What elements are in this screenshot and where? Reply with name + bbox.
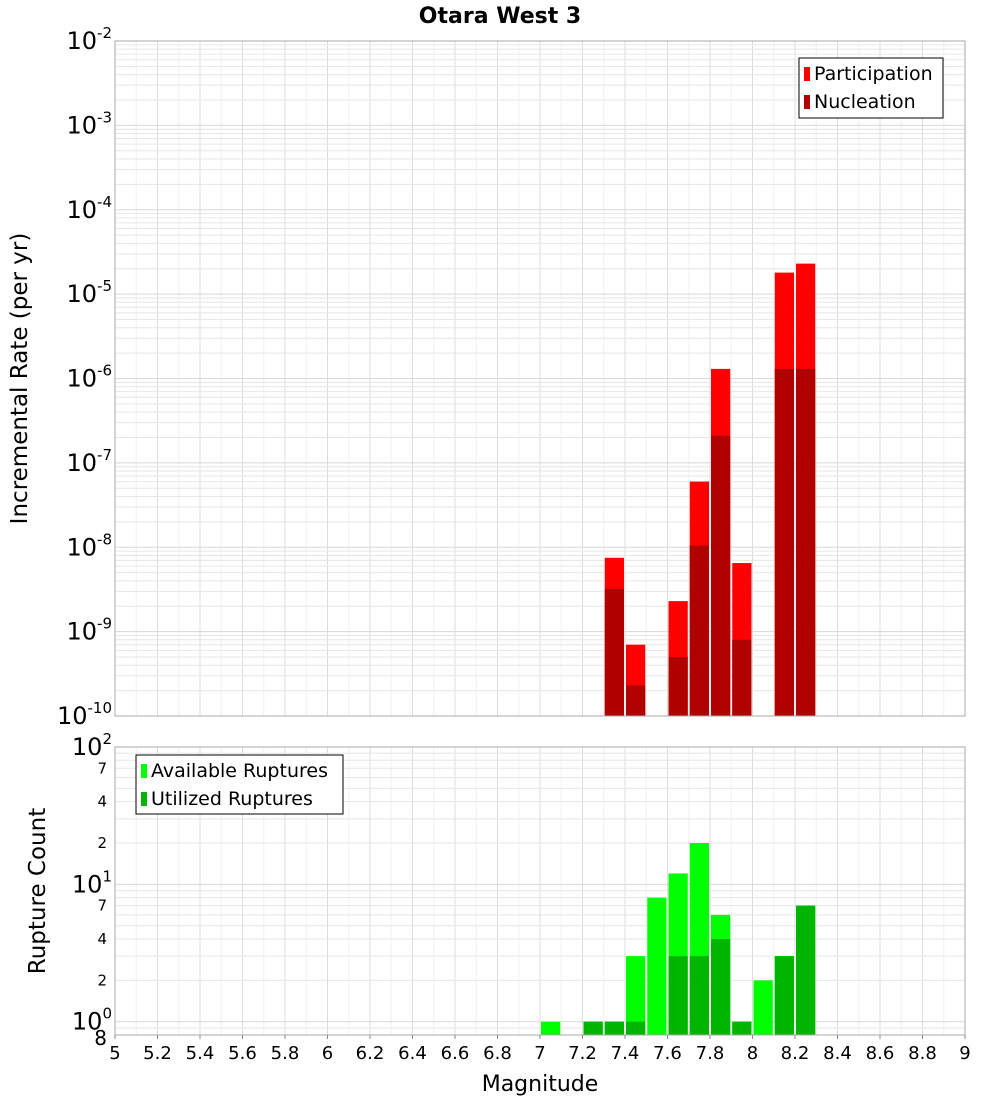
x-tick-labels: 5 5.2 5.4 5.6 5.8 6 6.2 6.4 6.6 6.8 7 7.2 7.4 7.6 7.8 8…	[109, 1035, 971, 1064]
y-tick-label: 10-8	[66, 530, 112, 561]
bar-utilized-ruptures	[732, 1021, 752, 1035]
bottom-legend: Available Ruptures Utilized Ruptures	[135, 754, 344, 815]
bar-utilized-ruptures	[689, 956, 709, 1035]
top-legend: Participation Nucleation	[798, 57, 944, 119]
y-tick-label: 7	[97, 759, 107, 777]
x-tick-label: 5	[109, 1043, 120, 1064]
x-tick-label: 5.6	[228, 1043, 257, 1064]
x-tick-label: 7.2	[568, 1043, 597, 1064]
x-tick-label: 6.8	[483, 1043, 512, 1064]
x-axis-label: Magnitude	[482, 1072, 599, 1097]
bar-utilized-ruptures	[604, 1021, 624, 1035]
y-tick-label: 2	[97, 971, 107, 989]
bar-available-ruptures	[647, 897, 667, 1035]
bar-utilized-ruptures	[583, 1021, 603, 1035]
top-plot-frame	[114, 40, 966, 717]
bar-nucleation	[668, 657, 688, 716]
y-tick-label: 10-4	[66, 193, 112, 224]
x-tick-label: 7	[534, 1043, 545, 1064]
top-panel: 10-10 10-9 10-8 10-7 10-6 10-5 10-4 10-3 10-2 In…	[7, 24, 966, 730]
y-tick-label: 7	[97, 897, 107, 915]
chart-title: Otara West 3	[419, 4, 581, 29]
bar-nucleation	[689, 545, 709, 716]
y-tick-label: 10-10	[57, 699, 112, 730]
top-gridlines	[114, 40, 966, 717]
bar-utilized-ruptures	[711, 939, 731, 1035]
bar-utilized-ruptures	[668, 956, 688, 1035]
x-tick-label: 7.8	[696, 1043, 725, 1064]
bar-nucleation	[774, 368, 794, 716]
y-tick-label: 4	[97, 793, 107, 811]
x-tick-label: 8	[747, 1043, 758, 1064]
bar-utilized-ruptures	[774, 956, 794, 1035]
legend-box	[135, 754, 344, 815]
bar-nucleation	[796, 368, 816, 716]
bar-nucleation	[626, 685, 646, 716]
y-tick-label: 102	[72, 730, 112, 761]
x-tick-label: 9	[959, 1043, 970, 1064]
legend-swatch	[141, 764, 147, 778]
x-tick-label: 6	[322, 1043, 333, 1064]
x-tick-label: 8.6	[866, 1043, 895, 1064]
bar-available-ruptures	[541, 1021, 561, 1035]
top-bars	[604, 263, 816, 716]
y-tick-label: 10-5	[66, 277, 112, 308]
x-tick-label: 5.2	[143, 1043, 172, 1064]
y-tick-label: 10-9	[66, 615, 112, 646]
legend-label: Utilized Ruptures	[151, 788, 313, 810]
bar-available-ruptures	[753, 980, 773, 1035]
legend-label: Participation	[814, 63, 933, 85]
y-tick-label: 2	[97, 834, 107, 852]
bar-nucleation	[732, 639, 752, 716]
y-tick-label: 101	[72, 867, 112, 898]
x-tick-label: 6.2	[356, 1043, 385, 1064]
x-tick-label: 8.4	[823, 1043, 852, 1064]
bar-utilized-ruptures	[626, 1021, 646, 1035]
y-tick-label: 10-7	[66, 446, 112, 477]
y-tick-label: 10-6	[66, 362, 112, 393]
bar-nucleation	[604, 589, 624, 716]
x-tick-label: 7.4	[611, 1043, 640, 1064]
y-tick-label: 100	[72, 1005, 112, 1036]
x-tick-label: 8.2	[781, 1043, 810, 1064]
legend-box	[798, 57, 944, 119]
x-tick-label: 5.4	[186, 1043, 215, 1064]
x-tick-label: 7.6	[653, 1043, 682, 1064]
x-tick-label: 5.8	[271, 1043, 300, 1064]
bar-available-ruptures	[626, 956, 646, 1035]
legend-swatch	[141, 792, 147, 806]
x-tick-label: 8.8	[908, 1043, 937, 1064]
y-tick-label: 8	[94, 1026, 107, 1050]
bar-nucleation	[711, 435, 731, 716]
y-tick-label: 4	[97, 930, 107, 948]
top-y-axis-label: Incremental Rate (per yr)	[7, 233, 33, 525]
bottom-y-axis-label: Rupture Count	[25, 808, 51, 974]
legend-swatch	[804, 67, 810, 81]
x-tick-label: 6.6	[441, 1043, 470, 1064]
top-y-tick-labels: 10-10 10-9 10-8 10-7 10-6 10-5 10-4 10-3 10-2	[57, 24, 112, 730]
bottom-bars	[541, 843, 816, 1035]
bar-utilized-ruptures	[796, 905, 816, 1035]
y-tick-label: 10-2	[66, 24, 112, 55]
legend-swatch	[804, 95, 810, 109]
legend-label: Available Ruptures	[151, 760, 328, 782]
x-tick-label: 6.4	[398, 1043, 427, 1064]
legend-label: Nucleation	[814, 91, 916, 113]
y-tick-label: 10-3	[66, 108, 112, 139]
